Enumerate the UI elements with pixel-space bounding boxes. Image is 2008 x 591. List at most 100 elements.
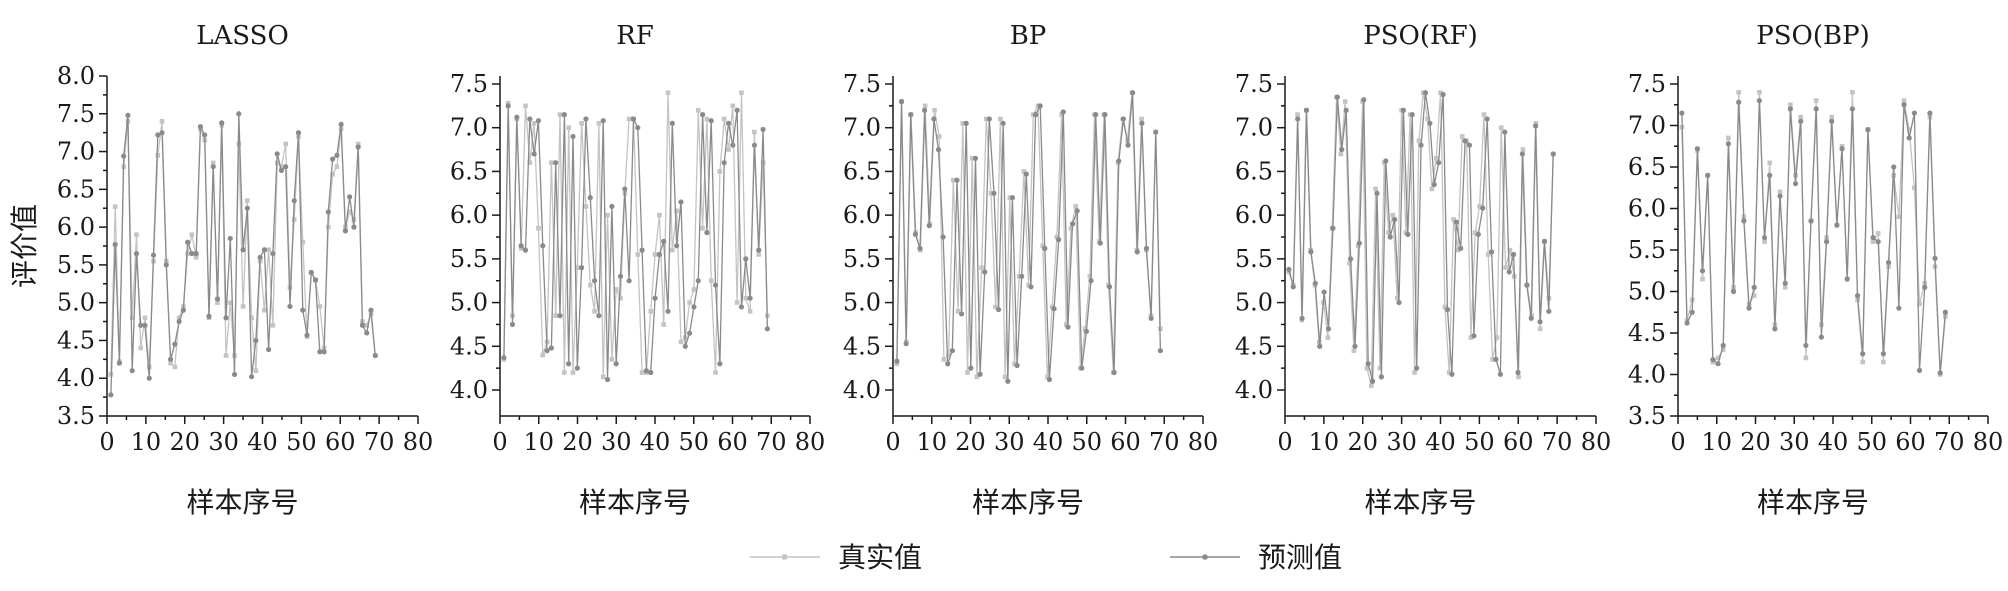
y-tick-label: 7.0 <box>57 138 95 166</box>
data-point <box>574 365 580 371</box>
data-point <box>1102 112 1108 118</box>
chart-panel-2: RF 4.0 4.5 5.0 5.5 6.0 6.5 7.0 7.5 0 10 20 30 40 50 60 7… <box>450 21 825 519</box>
data-point <box>1374 190 1380 196</box>
data-point <box>1524 282 1530 288</box>
data-point <box>678 199 684 205</box>
data-point <box>1339 146 1345 153</box>
data-point <box>1715 355 1721 361</box>
data-point <box>176 318 182 325</box>
data-point <box>1032 112 1039 118</box>
data-point <box>112 204 118 210</box>
data-point <box>1937 370 1943 376</box>
data-point <box>155 153 161 158</box>
data-point <box>1073 204 1078 209</box>
data-point <box>1462 138 1468 144</box>
data-point <box>739 90 744 96</box>
data-point <box>1045 374 1050 380</box>
data-point <box>1106 284 1113 290</box>
data-point <box>505 100 511 106</box>
data-point <box>1046 376 1053 383</box>
data-point <box>1481 112 1487 117</box>
data-point <box>155 132 161 138</box>
data-point <box>945 361 951 367</box>
y-tick-label: 6.0 <box>1628 195 1666 223</box>
data-point <box>760 126 766 133</box>
data-point <box>1896 305 1902 311</box>
data-point <box>752 129 757 135</box>
data-point <box>1860 351 1866 357</box>
data-point <box>1507 247 1513 253</box>
data-point <box>262 307 267 313</box>
data-point <box>652 295 658 301</box>
data-point <box>1767 172 1773 178</box>
series-actual <box>1286 90 1556 388</box>
y-tick-label: 7.5 <box>57 100 95 128</box>
data-point <box>540 243 546 249</box>
data-point <box>935 146 942 153</box>
data-point <box>562 370 567 375</box>
y-tick-label: 4.5 <box>1235 332 1273 360</box>
series-predicted <box>1286 90 1556 384</box>
data-point <box>368 307 374 313</box>
series-predicted <box>894 90 1163 384</box>
data-point <box>146 375 152 381</box>
data-point <box>1403 230 1409 235</box>
data-point <box>738 304 745 310</box>
data-point <box>1829 114 1835 120</box>
y-tick-label: 3.5 <box>1628 402 1666 430</box>
data-point <box>121 153 127 159</box>
data-point <box>1829 118 1835 124</box>
x-axis-label: 样本序号 <box>579 486 691 519</box>
data-point <box>639 247 645 253</box>
data-point <box>1083 328 1090 335</box>
data-point <box>1351 348 1357 353</box>
data-point <box>1472 230 1478 235</box>
data-point <box>1082 326 1088 332</box>
data-point <box>150 252 157 258</box>
data-point <box>700 225 705 231</box>
data-point <box>734 300 740 305</box>
data-point <box>1746 305 1752 311</box>
data-point <box>312 277 319 283</box>
y-tick-label: 4.5 <box>1628 319 1666 347</box>
data-point <box>648 309 654 314</box>
x-tick-label: 30 <box>601 428 632 456</box>
data-point <box>1000 120 1006 126</box>
data-point <box>223 353 229 358</box>
y-tick-label: 6.5 <box>1235 157 1273 185</box>
data-point <box>1477 204 1482 209</box>
data-point <box>133 250 140 257</box>
data-point <box>287 303 293 310</box>
data-point <box>1060 109 1066 115</box>
x-tick-label: 60 <box>325 428 356 456</box>
data-point <box>527 116 533 122</box>
data-point <box>138 322 144 328</box>
data-point <box>713 370 718 375</box>
series-predicted <box>108 111 378 398</box>
data-point <box>986 116 992 122</box>
data-point <box>894 358 900 364</box>
data-point <box>618 295 623 301</box>
data-point <box>974 374 980 380</box>
data-point <box>570 133 576 140</box>
data-point <box>330 156 336 162</box>
data-point <box>687 330 693 336</box>
data-point <box>134 232 139 237</box>
y-tick-label: 4.5 <box>57 326 95 354</box>
data-point <box>227 235 233 242</box>
data-point <box>743 256 749 262</box>
data-point <box>116 360 123 366</box>
data-point <box>922 107 928 113</box>
data-point <box>708 118 714 124</box>
data-point <box>189 232 195 237</box>
data-point <box>643 368 650 374</box>
data-point <box>509 321 516 328</box>
data-point <box>622 186 628 192</box>
chart-panel-5: PSO(BP) 3.5 4.0 4.5 5.0 5.5 6.0 6.5 7.0 7.5 0 10 20 3… <box>1628 21 2003 519</box>
data-point <box>1299 315 1305 321</box>
data-point <box>570 370 576 375</box>
data-point <box>1725 141 1731 147</box>
data-point <box>1896 214 1902 220</box>
data-point <box>704 230 710 236</box>
x-tick-label: 20 <box>955 428 986 456</box>
